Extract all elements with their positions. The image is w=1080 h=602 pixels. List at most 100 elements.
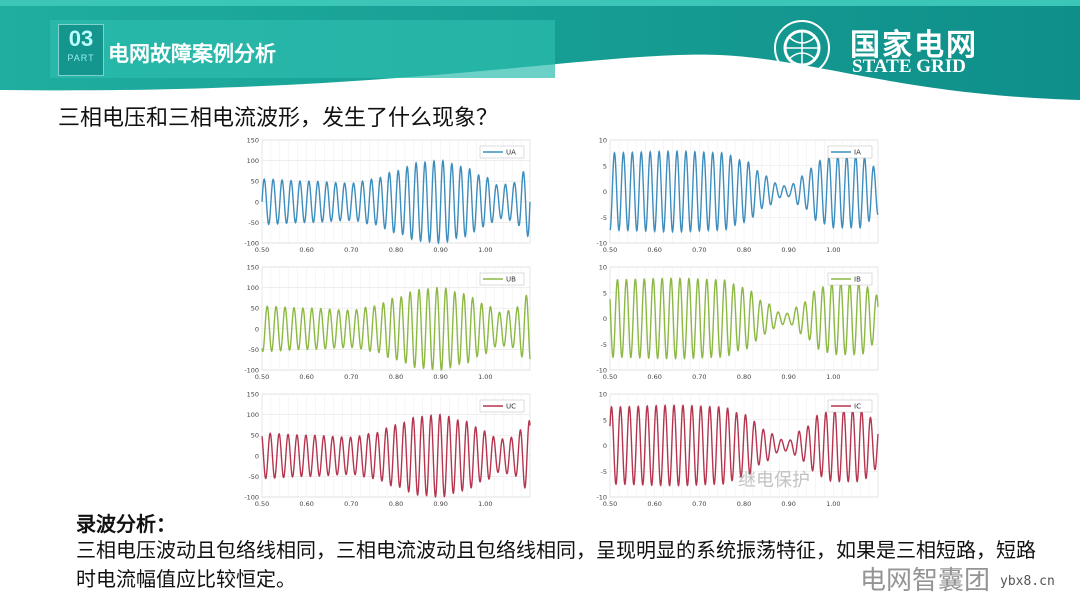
watermark-brand: 电网智囊团 [860, 566, 991, 596]
watermark-url: ybx8.cn [1000, 574, 1055, 589]
waveform-ub [261, 286, 531, 372]
brand-cn: 国家电网 [850, 28, 978, 63]
analysis-body: 三相电压波动且包络线相同，三相电流波动且包络线相同，呈现明显的系统振荡特征，如果… [76, 538, 1036, 591]
y-tick-label: 0 [603, 188, 607, 196]
y-tick-label: -5 [601, 214, 607, 222]
y-tick-label: 0 [603, 315, 607, 323]
x-tick-label: 0.80 [389, 246, 403, 254]
y-tick-label: 150 [247, 264, 259, 272]
x-tick-label: 0.70 [692, 246, 706, 254]
y-tick-label: 0 [255, 325, 259, 333]
x-tick-label: 0.50 [603, 246, 617, 254]
chart-ib: 10 5 0 -5 -10 0.50 0.60 0.70 0.80 0.90 1.00 IB [584, 261, 884, 386]
y-tick-label: 5 [603, 162, 607, 170]
x-tick-label: 1.00 [826, 246, 840, 254]
y-tick-label: 50 [251, 178, 259, 186]
y-tick-label: 50 [251, 305, 259, 313]
x-tick-label: 0.60 [299, 246, 313, 254]
x-tick-label: 0.60 [299, 500, 313, 508]
y-tick-label: -10 [596, 240, 607, 248]
y-tick-label: 100 [247, 157, 259, 165]
x-tick-label: 0.80 [389, 373, 403, 381]
x-tick-label: 0.70 [344, 373, 358, 381]
y-tick-label: 0 [255, 452, 259, 460]
y-tick-label: -50 [248, 346, 259, 354]
x-tick-label: 1.00 [826, 373, 840, 381]
y-tick-label: -5 [601, 341, 607, 349]
analysis-title: 录波分析： [76, 512, 176, 536]
x-tick-label: 1.00 [478, 246, 492, 254]
x-tick-label: 0.90 [781, 246, 795, 254]
x-tick-label: 0.80 [737, 500, 751, 508]
x-tick-label: 1.00 [478, 373, 492, 381]
legend: UA [479, 145, 525, 159]
x-tick-label: 0.70 [692, 500, 706, 508]
chart-ua: 150 100 50 0 -50 -100 0.50 0.60 0.70 0.80 0.90 1.00… [236, 134, 536, 259]
waveform-ib [609, 277, 879, 360]
waveform-uc [261, 413, 531, 498]
x-tick-label: 0.80 [389, 500, 403, 508]
slide-header: 03 PART 电网故障案例分析 国家电网 STATE GRID [0, 0, 1080, 100]
legend-label: IC [854, 403, 861, 411]
legend-label: UA [506, 149, 516, 157]
y-tick-label: -50 [248, 473, 259, 481]
legend-label: UC [506, 403, 516, 411]
x-tick-label: 0.50 [255, 246, 269, 254]
legend-label: IA [854, 149, 861, 157]
y-tick-label: 100 [247, 284, 259, 292]
x-tick-label: 0.50 [255, 373, 269, 381]
legend: IC [827, 399, 873, 413]
y-tick-label: -50 [248, 219, 259, 227]
y-tick-label: -5 [601, 468, 607, 476]
y-tick-label: 5 [603, 416, 607, 424]
x-tick-label: 0.60 [299, 373, 313, 381]
x-tick-label: 0.90 [433, 246, 447, 254]
y-tick-label: 150 [247, 391, 259, 399]
x-tick-label: 0.90 [433, 373, 447, 381]
x-tick-label: 0.60 [647, 373, 661, 381]
x-tick-label: 0.50 [255, 500, 269, 508]
y-tick-label: 100 [247, 411, 259, 419]
y-tick-label: 50 [251, 432, 259, 440]
section-title: 电网故障案例分析 [108, 42, 276, 66]
x-tick-label: 1.00 [826, 500, 840, 508]
x-tick-label: 0.90 [781, 373, 795, 381]
chart-ic: 10 5 0 -5 -10 0.50 0.60 0.70 0.80 0.90 1.00 IC [584, 388, 884, 513]
legend-label: UB [506, 276, 516, 284]
waveform-ia [609, 149, 879, 234]
x-tick-label: 0.80 [737, 373, 751, 381]
y-tick-label: 10 [599, 137, 607, 145]
x-tick-label: 0.60 [647, 500, 661, 508]
y-tick-label: -10 [596, 494, 607, 502]
part-badge: 03 PART [58, 24, 104, 76]
brand-en: STATE GRID [852, 56, 966, 77]
y-tick-label: -100 [244, 367, 259, 375]
header-banner [0, 0, 1080, 100]
y-tick-label: -100 [244, 494, 259, 502]
waveform-ua [261, 158, 531, 245]
chart-ub: 150 100 50 0 -50 -100 0.50 0.60 0.70 0.80 0.90 1.00… [236, 261, 536, 386]
waveform-ic [609, 404, 879, 487]
x-tick-label: 0.90 [433, 500, 447, 508]
legend: UB [479, 272, 525, 286]
part-label: PART [67, 53, 95, 63]
x-tick-label: 0.90 [781, 500, 795, 508]
legend: IA [827, 145, 873, 159]
y-tick-label: -10 [596, 367, 607, 375]
legend: UC [479, 399, 525, 413]
watermark-relay: 继电保护 [738, 470, 810, 491]
y-tick-label: 0 [603, 442, 607, 450]
state-grid-logo-icon [774, 20, 830, 76]
chart-uc: 150 100 50 0 -50 -100 0.50 0.60 0.70 0.80 0.90 1.00… [236, 388, 536, 513]
legend-label: IB [854, 276, 861, 284]
y-tick-label: 150 [247, 137, 259, 145]
y-tick-label: -100 [244, 240, 259, 248]
question-heading: 三相电压和三相电流波形，发生了什么现象？ [58, 106, 499, 131]
x-tick-label: 0.70 [692, 373, 706, 381]
x-tick-label: 0.80 [737, 246, 751, 254]
x-tick-label: 0.50 [603, 500, 617, 508]
x-tick-label: 0.70 [344, 500, 358, 508]
chart-ia: 10 5 0 -5 -10 0.50 0.60 0.70 0.80 0.90 1.00 IA [584, 134, 884, 259]
y-tick-label: 5 [603, 289, 607, 297]
x-tick-label: 0.50 [603, 373, 617, 381]
